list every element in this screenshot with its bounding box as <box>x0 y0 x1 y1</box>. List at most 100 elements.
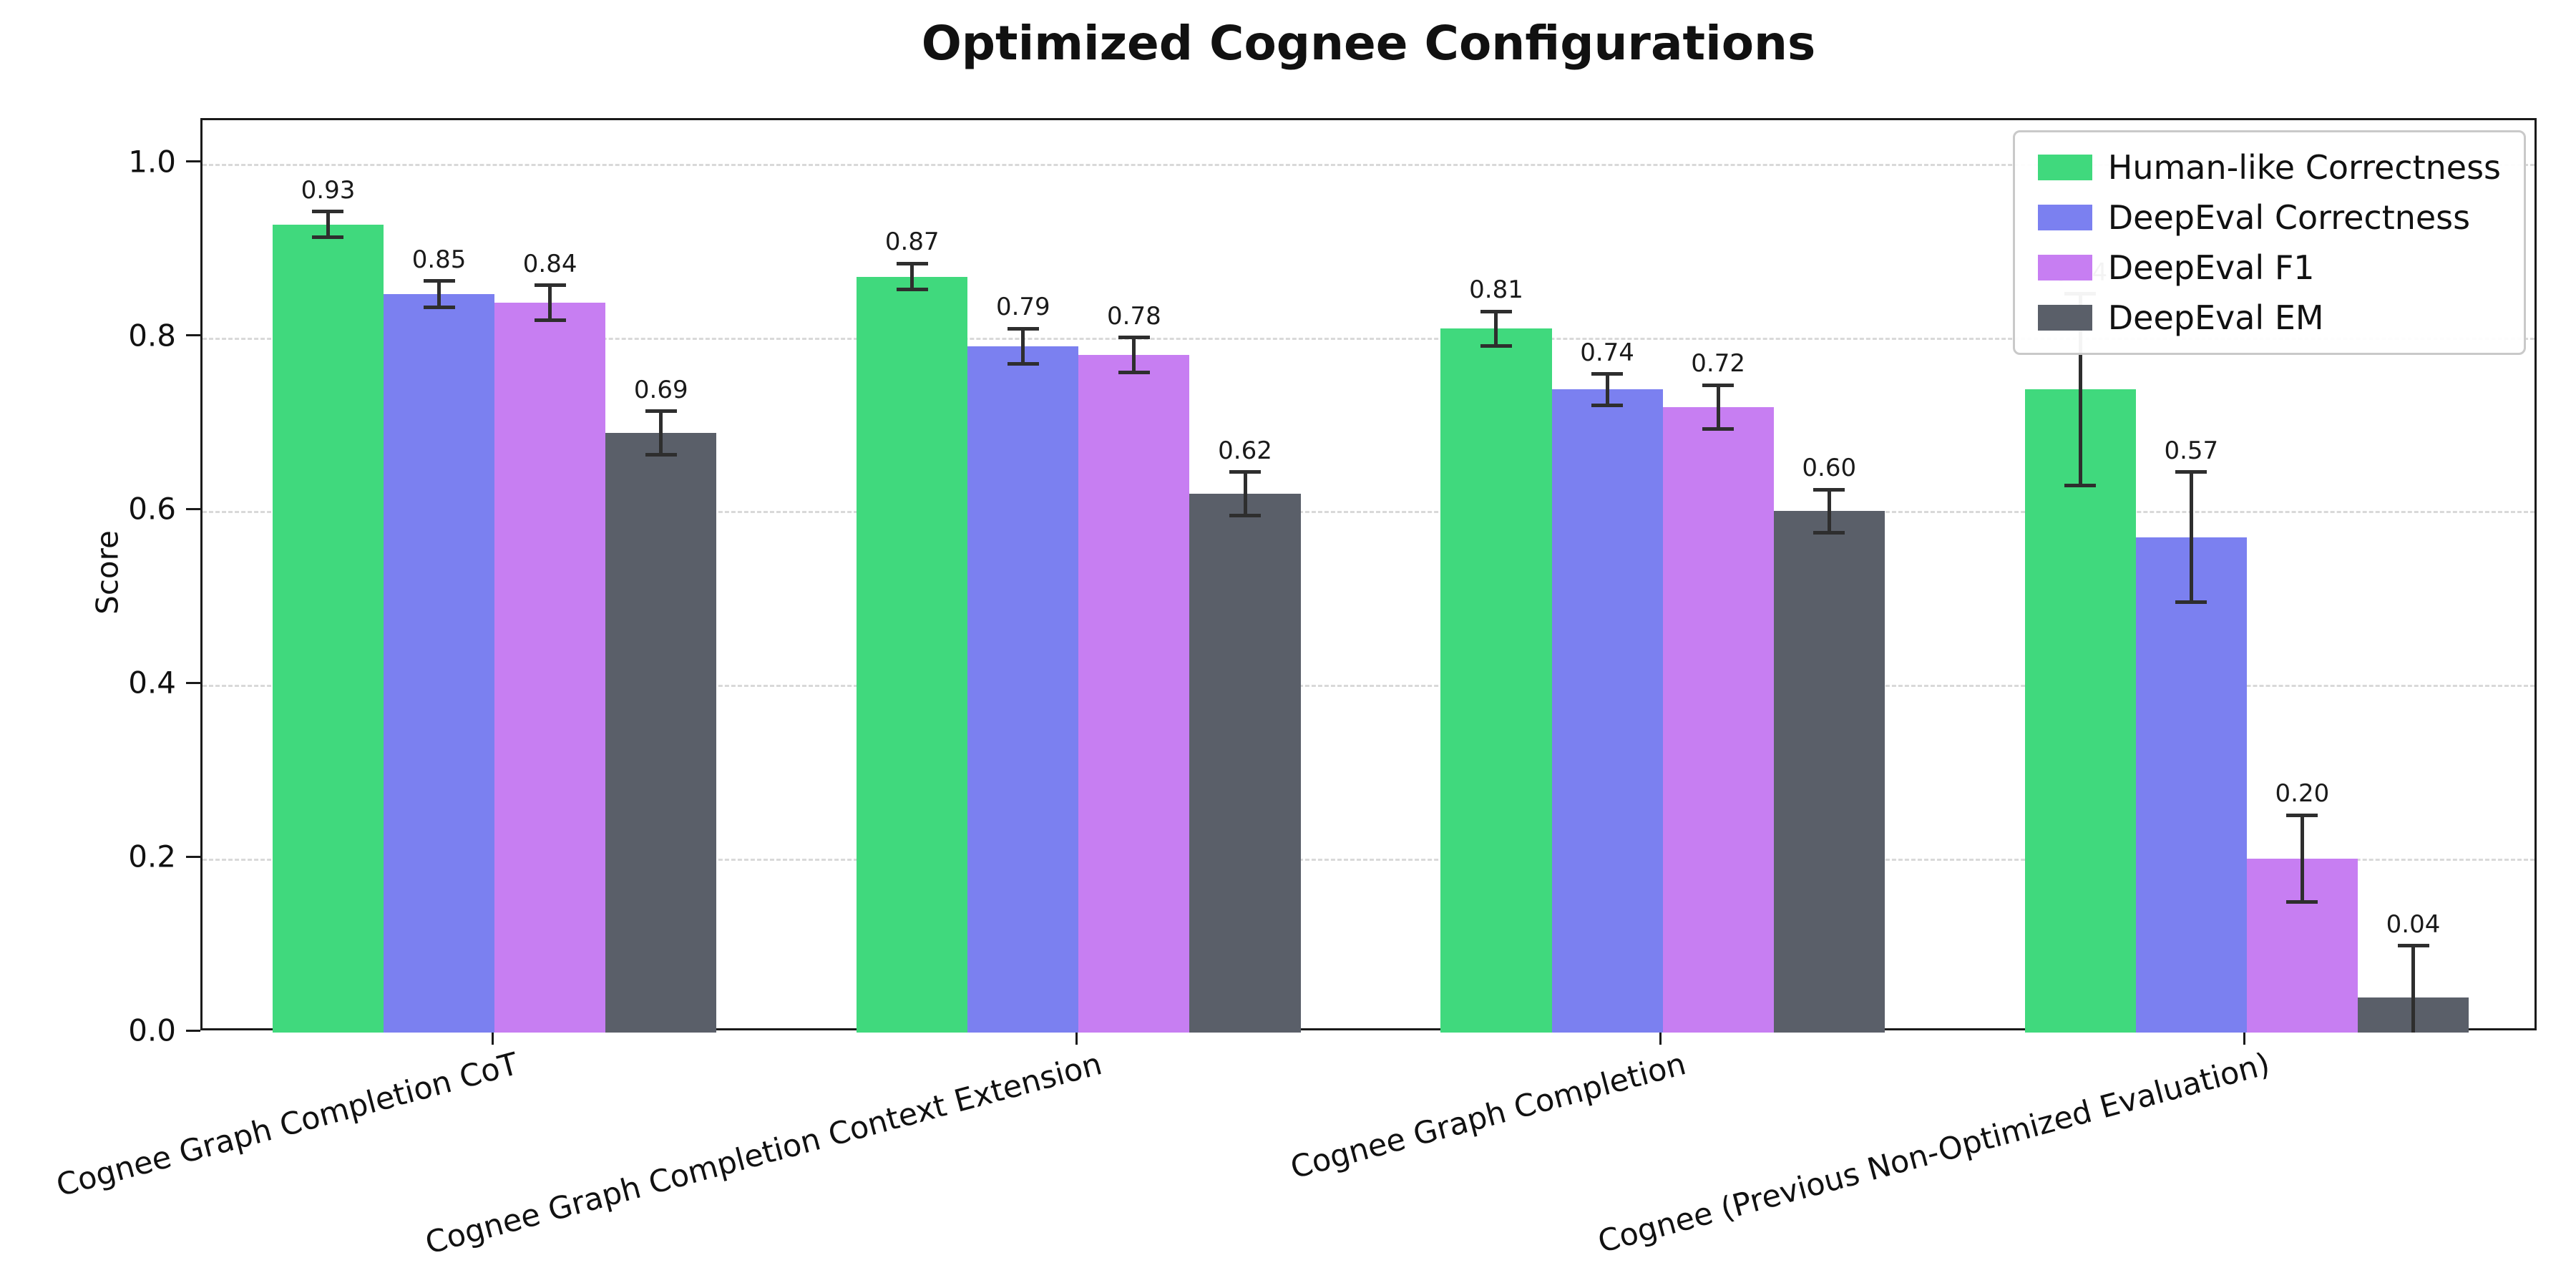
error-bar-cap-top <box>534 283 566 288</box>
error-bar-cap-bottom <box>2286 900 2318 904</box>
legend-item: DeepEval F1 <box>2037 248 2501 287</box>
error-bar-cap-bottom <box>1702 426 1735 431</box>
y-tick-label: 0.2 <box>128 839 176 874</box>
error-bar-cap-bottom <box>312 235 344 240</box>
bar-value-label: 0.85 <box>411 245 467 274</box>
error-bar-cap-top <box>1007 326 1039 331</box>
gridline <box>203 859 2534 862</box>
error-bar-cap-top <box>1118 336 1150 340</box>
bar <box>1551 389 1663 1033</box>
error-bar-line <box>2078 293 2082 485</box>
bar-value-label: 0.87 <box>884 228 940 257</box>
y-tick-mark <box>186 855 200 858</box>
legend-label: DeepEval EM <box>2107 298 2324 337</box>
x-tick-label: Cognee Graph Completion CoT <box>52 1046 522 1204</box>
error-bar-line <box>2411 945 2415 1033</box>
x-tick-mark <box>1659 1030 1662 1045</box>
error-bar-cap-top <box>1480 309 1512 313</box>
bar <box>605 433 717 1033</box>
error-bar-line <box>1716 385 1720 429</box>
x-tick-mark <box>491 1030 494 1045</box>
legend-label: DeepEval F1 <box>2107 248 2315 287</box>
error-bar-cap-bottom <box>1591 403 1624 407</box>
bar-value-label: 0.79 <box>995 293 1050 322</box>
gridline <box>203 163 2534 166</box>
legend-swatch <box>2037 255 2092 280</box>
y-tick-mark <box>186 507 200 510</box>
y-tick-label: 0.0 <box>128 1013 176 1048</box>
y-tick-mark <box>186 334 200 337</box>
bar <box>272 224 384 1033</box>
bar-value-label: 0.57 <box>2164 436 2219 465</box>
bar <box>384 293 495 1033</box>
legend-item: Human-like Correctness <box>2037 148 2501 187</box>
error-bar-cap-top <box>423 279 455 283</box>
error-bar-line <box>1132 337 1136 373</box>
legend-swatch <box>2037 155 2092 180</box>
error-bar-cap-top <box>2286 813 2318 817</box>
legend: Human-like Correctness DeepEval Correctne… <box>2012 130 2526 355</box>
bar <box>1189 494 1301 1033</box>
chart-title: Optimized Cognee Configurations <box>921 16 1816 71</box>
bar <box>1440 328 1552 1033</box>
x-tick-label: Cognee Graph Completion Context Extensio… <box>421 1046 1106 1262</box>
error-bar-cap-bottom <box>1007 361 1039 366</box>
bar <box>1078 354 1190 1033</box>
error-bar-cap-top <box>896 261 928 265</box>
error-bar-line <box>1605 374 1609 406</box>
error-bar-cap-bottom <box>1813 531 1845 535</box>
error-bar-cap-top <box>1591 372 1624 376</box>
error-bar-cap-bottom <box>1118 370 1150 374</box>
y-tick-label: 0.6 <box>128 491 176 527</box>
bar <box>1773 511 1885 1033</box>
y-tick-mark <box>186 681 200 684</box>
error-bar-cap-top <box>2175 470 2207 474</box>
error-bar-cap-top <box>2397 944 2429 948</box>
bar-value-label: 0.62 <box>1218 436 1272 465</box>
bar <box>967 346 1079 1033</box>
gridline <box>203 511 2534 514</box>
error-bar-cap-top <box>1813 487 1845 492</box>
bar-value-label: 0.20 <box>2275 779 2330 809</box>
x-tick-label: Cognee (Previous Non-Optimized Evaluatio… <box>1594 1046 2274 1261</box>
y-tick-mark <box>186 160 200 163</box>
error-bar-cap-top <box>1229 470 1261 474</box>
error-bar-line <box>1021 328 1025 364</box>
bar <box>494 303 606 1033</box>
error-bar-line <box>326 211 330 238</box>
bar-value-label: 0.74 <box>1580 338 1634 367</box>
bar <box>857 276 968 1033</box>
bar <box>2024 389 2136 1033</box>
error-bar-cap-bottom <box>1480 344 1512 348</box>
y-tick-label: 0.4 <box>128 665 176 701</box>
error-bar-cap-bottom <box>2175 600 2207 605</box>
x-tick-mark <box>2243 1030 2246 1045</box>
error-bar-cap-bottom <box>1229 514 1261 517</box>
error-bar-line <box>1494 311 1498 346</box>
bar-value-label: 0.81 <box>1469 275 1523 305</box>
legend-swatch <box>2037 305 2092 331</box>
bar-value-label: 0.84 <box>522 249 577 278</box>
gridline <box>203 337 2534 340</box>
legend-label: DeepEval Correctness <box>2107 198 2471 237</box>
x-tick-label: Cognee Graph Completion <box>1287 1046 1690 1186</box>
legend-item: DeepEval EM <box>2037 298 2501 337</box>
gridline <box>203 685 2534 688</box>
error-bar-cap-bottom <box>645 453 677 457</box>
error-bar-line <box>437 280 441 308</box>
y-tick-label: 0.8 <box>128 318 176 353</box>
error-bar-cap-bottom <box>2064 483 2097 487</box>
error-bar-line <box>1827 489 1831 533</box>
error-bar-cap-top <box>1702 383 1735 387</box>
legend-label: Human-like Correctness <box>2107 148 2501 187</box>
error-bar-cap-top <box>645 409 677 414</box>
bar-value-label: 0.72 <box>1691 349 1746 379</box>
error-bar-line <box>910 263 914 290</box>
bar-value-label: 0.69 <box>633 375 688 404</box>
bar <box>1662 406 1774 1033</box>
y-tick-mark <box>186 1029 200 1032</box>
error-bar-cap-bottom <box>534 318 566 322</box>
bar-value-label: 0.93 <box>301 175 356 205</box>
bar <box>2135 537 2247 1033</box>
